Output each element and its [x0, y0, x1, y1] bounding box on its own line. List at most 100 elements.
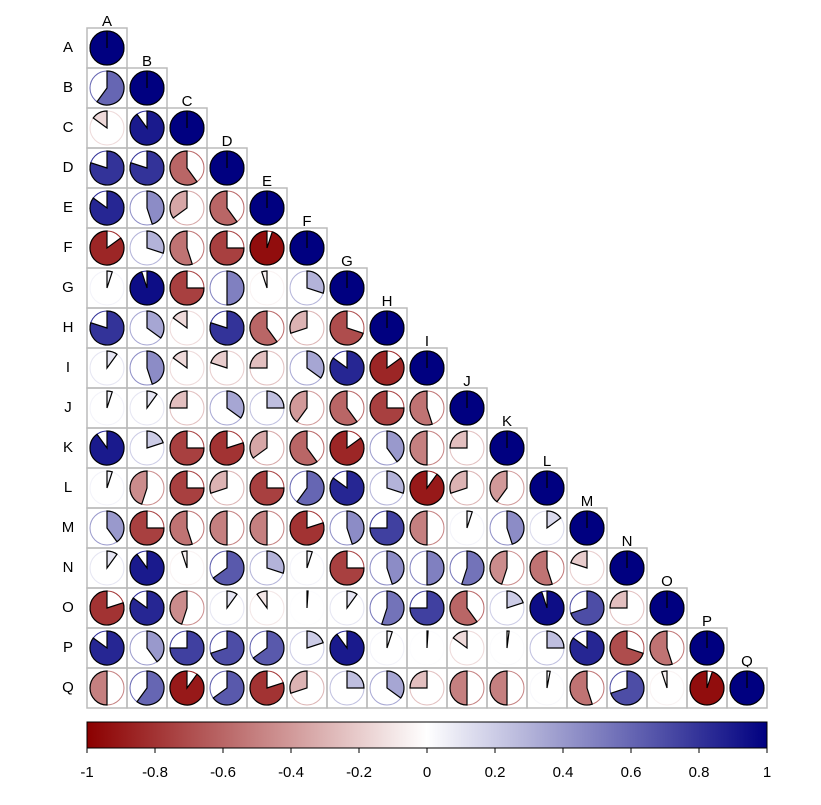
row-label: Q [62, 679, 74, 696]
column-label: E [262, 173, 272, 190]
pie-wedge [249, 430, 268, 459]
pie-wedge [569, 630, 605, 666]
pie-wedge [409, 670, 428, 689]
pie-wedge [386, 630, 394, 649]
pie-wedge [449, 430, 468, 449]
column-label: M [581, 493, 594, 510]
pie-wedge [660, 670, 668, 689]
pie-wedge [89, 590, 125, 626]
pie-wedge [409, 510, 428, 546]
row-label: K [63, 439, 73, 456]
pie-wedge [409, 430, 428, 466]
pie-wedge [226, 270, 245, 306]
column-label: Q [741, 653, 753, 670]
pie-wedge [172, 310, 188, 330]
row-label: O [62, 599, 74, 616]
pie-wedge [649, 590, 685, 626]
color-bar-tick-label: -0.2 [346, 764, 372, 781]
pie-wedge [209, 430, 245, 466]
pie-wedge [106, 550, 118, 570]
pie-wedge [426, 630, 429, 649]
pie-wedge [409, 590, 445, 626]
pie-wedge [506, 510, 525, 545]
row-label: F [63, 239, 72, 256]
pie-wedge [569, 510, 605, 546]
pie-wedge [252, 630, 285, 666]
row-label: H [63, 319, 74, 336]
pie-wedge [129, 150, 165, 186]
color-bar-tick-label: -0.8 [142, 764, 168, 781]
row-label: I [66, 359, 70, 376]
pie-wedge [146, 430, 164, 449]
pie-wedge [169, 190, 188, 219]
pie-wedge [546, 510, 562, 530]
color-bar-tick-label: 1 [763, 764, 771, 781]
pie-wedge [329, 470, 365, 506]
pie-wedge [452, 630, 468, 650]
column-label: A [102, 13, 112, 30]
row-label: J [64, 399, 72, 416]
pie-wedge [386, 670, 405, 699]
pie-wedge [386, 550, 405, 585]
pie-wedge [449, 590, 478, 626]
pie-wedge [212, 550, 245, 586]
pie-wedge [146, 310, 165, 339]
pie-wedge [209, 230, 245, 266]
pie-wedge [209, 470, 228, 495]
column-label: D [222, 133, 233, 150]
column-label: K [502, 413, 512, 430]
pie-wedge [546, 670, 551, 689]
pie-wedge [649, 630, 674, 666]
pie-wedge [169, 670, 205, 706]
pie-wedge [89, 630, 125, 666]
column-label: P [702, 613, 712, 630]
pie-wedge [256, 590, 268, 610]
row-label: E [63, 199, 73, 216]
pie-wedge [329, 350, 365, 386]
pie-wedge [169, 270, 205, 306]
pie-wedge [369, 310, 405, 346]
pie-wedge [329, 430, 365, 466]
pie-wedge [146, 390, 158, 410]
pie-wedge [96, 70, 125, 106]
pie-wedge [369, 390, 405, 426]
color-bar-tick-label: 0.2 [485, 764, 506, 781]
pie-wedge [570, 590, 605, 626]
pie-wedge [89, 30, 125, 66]
color-bar-tick-label: 0 [423, 764, 431, 781]
pie-wedge [329, 630, 365, 666]
pie-wedge [89, 150, 125, 186]
pie-wedge [169, 230, 194, 266]
pie-wedge [106, 510, 125, 543]
pie-wedge [289, 510, 325, 546]
pie-wedge [609, 630, 644, 666]
pie-wedge [449, 390, 485, 426]
pie-wedge [329, 310, 364, 346]
pie-wedge [489, 670, 508, 706]
row-label: N [63, 559, 74, 576]
pie-wedge [409, 390, 434, 426]
pie-wedge [329, 270, 365, 306]
pie-wedge [172, 350, 188, 370]
column-label: I [425, 333, 429, 350]
row-label: P [63, 639, 73, 656]
pie-wedge [466, 510, 474, 529]
row-label: G [62, 279, 74, 296]
column-label: G [341, 253, 353, 270]
pie-wedge [106, 470, 114, 489]
pie-wedge [489, 470, 508, 503]
pie-wedge [266, 390, 285, 409]
pie-wedge [129, 510, 165, 546]
pie-wedge [129, 110, 165, 146]
pie-wedge [169, 390, 188, 409]
color-bar [86, 721, 768, 749]
pie-wedge [289, 670, 308, 695]
pie-wedge [169, 110, 205, 146]
pie-wedge [609, 550, 645, 586]
pie-wedge [346, 590, 358, 610]
pie-wedge [306, 550, 314, 569]
pie-wedge [689, 630, 725, 666]
pie-wedge [289, 430, 318, 466]
pie-wedge [249, 470, 285, 506]
